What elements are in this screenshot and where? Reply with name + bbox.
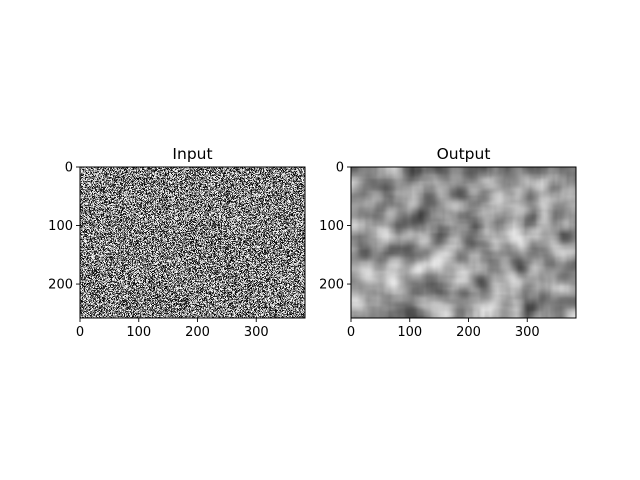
output-panel: Output 0 100 200 300 0 100 200 [319,145,577,340]
output-x-tick-label: 100 [397,325,422,340]
output-y-tick-label: 0 [336,161,344,176]
input-x-tick-label: 100 [126,325,151,340]
input-x-tick-label: 200 [185,325,210,340]
output-x-tick-label: 300 [515,325,540,340]
output-x-tick-label: 200 [456,325,481,340]
output-y-tick-label: 200 [319,278,344,293]
output-y-tick-label: 100 [319,219,344,234]
input-x-tick-label: 300 [244,325,269,340]
input-y-tick-label: 100 [48,219,73,234]
input-x-tick-label: 0 [76,325,84,340]
input-panel: Input 0 100 200 300 0 100 200 [48,145,306,340]
output-title: Output [437,145,491,163]
input-axes-frame [79,166,306,319]
output-axes-frame [350,166,577,319]
input-y-tick-label: 0 [65,161,73,176]
input-title: Input [172,145,212,163]
output-heatmap-image [351,167,576,318]
output-x-tick-label: 0 [347,325,355,340]
input-heatmap-image [80,167,305,318]
input-y-tick-label: 200 [48,278,73,293]
